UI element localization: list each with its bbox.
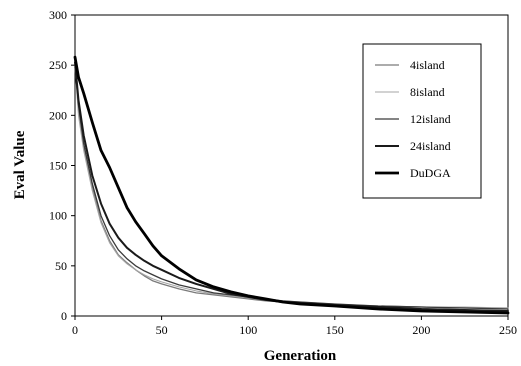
y-axis-title: Eval Value — [12, 130, 28, 199]
y-tick-label: 250 — [49, 58, 67, 72]
y-tick-label: 200 — [49, 108, 67, 122]
x-tick-label: 200 — [412, 323, 430, 337]
x-tick-label: 50 — [156, 323, 168, 337]
legend: 4island 8island 12island 24island DuDGA — [362, 43, 482, 199]
legend-label-12island: 12island — [410, 112, 451, 126]
legend-label-8island: 8island — [410, 85, 445, 99]
y-tick-label: 300 — [49, 8, 67, 22]
x-axis-title: Generation — [264, 348, 337, 364]
y-tick-label: 150 — [49, 159, 67, 173]
legend-label-4island: 4island — [410, 58, 445, 72]
series-line-dudga — [73, 55, 510, 315]
x-tick-label: 100 — [239, 323, 257, 337]
series-lines — [73, 55, 510, 315]
x-tick-label: 150 — [326, 323, 344, 337]
y-tick-label: 100 — [49, 209, 67, 223]
y-tick-label: 0 — [61, 309, 67, 323]
axes: 0 50 100 150 200 250 300 0 50 100 150 200 250 — [49, 8, 517, 337]
x-tick-label: 250 — [499, 323, 517, 337]
legend-label-24island: 24island — [410, 139, 451, 153]
legend-label-dudga: DuDGA — [410, 166, 451, 180]
y-tick-label: 50 — [55, 259, 67, 273]
x-tick-label: 0 — [72, 323, 78, 337]
